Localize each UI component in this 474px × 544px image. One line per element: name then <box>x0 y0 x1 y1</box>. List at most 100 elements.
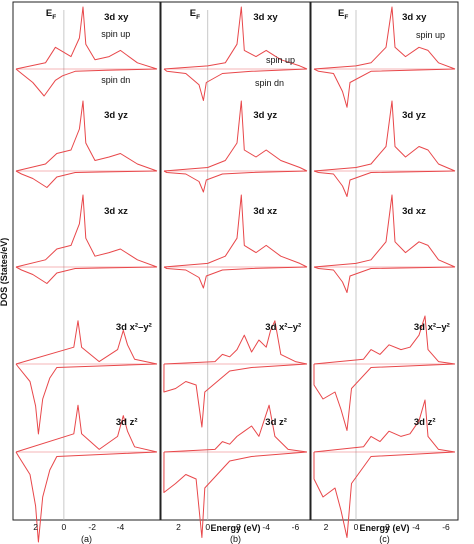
panel-label: (b) <box>230 534 241 544</box>
x-tick-label: 0 <box>205 522 210 532</box>
dos-series: 3d z² <box>163 404 308 538</box>
x-tick-label: 2 <box>324 522 329 532</box>
x-axis-label: Energy (eV) <box>210 523 260 533</box>
dos-series: 3d x²–y² <box>15 320 158 435</box>
x-axis-label: Energy (eV) <box>359 523 409 533</box>
spin-up-curve <box>15 194 158 268</box>
fermi-label: EF <box>46 8 56 21</box>
fermi-label-sub: F <box>52 14 56 21</box>
spin-down-curve <box>15 170 158 188</box>
x-tick-label: 2 <box>33 522 38 532</box>
series-label: 3d yz <box>104 110 128 121</box>
fermi-label: EF <box>338 8 348 21</box>
series-label: 3d z² <box>265 417 287 428</box>
dos-series: 3d yz <box>15 100 158 188</box>
spin-up-curve <box>313 100 456 172</box>
x-tick-label: -4 <box>412 522 420 532</box>
x-tick-label: -4 <box>117 522 125 532</box>
spin-up-curve <box>313 399 456 453</box>
dos-series: 3d z² <box>15 404 158 543</box>
spin-down-curve <box>313 266 456 293</box>
spin-down-curve <box>15 68 158 97</box>
fermi-label-sub: F <box>196 14 200 21</box>
spin-up-curve <box>15 100 158 172</box>
spin-up-curve <box>313 194 456 268</box>
dos-series: 3d xz <box>163 194 308 289</box>
panel-1: EF 3d xy 3d yz 3d xz 3d x²–y² 3d z² 2 0 -2 -4 (a) <box>12 1 161 544</box>
spin-up-curve <box>15 6 158 70</box>
fermi-label-main: E <box>46 8 52 19</box>
spin-up-label: spin up <box>266 55 295 65</box>
x-tick-label: -6 <box>292 522 300 532</box>
dos-series: 3d yz <box>163 100 308 193</box>
y-axis-label: DOS (States/eV) <box>0 238 9 307</box>
spin-down-curve <box>163 451 308 538</box>
series-label: 3d yz <box>402 110 426 121</box>
panel-label: (c) <box>379 534 390 544</box>
spin-up-curve <box>163 6 308 70</box>
x-tick-label: 0 <box>62 522 67 532</box>
series-label: 3d xz <box>104 206 128 217</box>
spin-down-curve <box>313 451 456 538</box>
spin-dn-label: spin dn <box>255 78 284 88</box>
series-label: 3d xz <box>402 206 426 217</box>
series-label: 3d x²–y² <box>116 322 152 333</box>
series-label: 3d xy <box>104 12 129 23</box>
panel-2: EF 3d xy 3d yz 3d xz 3d x²–y² 3d z² 2 0 -2 -4 -6 En… <box>160 1 311 544</box>
dos-series: 3d xz <box>313 194 456 293</box>
panel-frame <box>160 1 311 521</box>
series-label: 3d xz <box>253 206 277 217</box>
series-label: 3d z² <box>116 417 138 428</box>
series-label: 3d z² <box>414 417 436 428</box>
spin-up-curve <box>313 315 456 365</box>
spin-up-curve <box>163 404 308 453</box>
x-tick-label: -2 <box>382 522 390 532</box>
x-tick-label: 2 <box>176 522 181 532</box>
spin-up-curve <box>313 6 456 70</box>
dos-series: 3d xz <box>15 194 158 284</box>
panel-label: (a) <box>81 534 92 544</box>
spin-up-label: spin up <box>101 29 130 39</box>
spin-down-curve <box>313 170 456 197</box>
dos-series: 3d z² <box>313 399 456 538</box>
fermi-label-main: E <box>338 8 344 19</box>
dos-series: 3d x²–y² <box>313 315 456 431</box>
dos-series: 3d xy <box>163 6 308 101</box>
spin-up-curve <box>15 404 158 453</box>
series-label: 3d yz <box>253 110 277 121</box>
spin-up-curve <box>163 194 308 268</box>
dos-series: 3d xy <box>15 6 158 97</box>
dos-series: 3d xy <box>313 6 456 108</box>
series-label: 3d x²–y² <box>265 322 301 333</box>
spin-down-curve <box>163 68 308 101</box>
x-tick-label: -4 <box>262 522 270 532</box>
x-tick-label: -6 <box>442 522 450 532</box>
panel-3: EF 3d xy 3d yz 3d xz 3d x²–y² 3d z² 2 0 -2 -4 -6 En… <box>310 1 459 544</box>
spin-down-curve <box>313 363 456 431</box>
fermi-label: EF <box>190 8 200 21</box>
spin-down-curve <box>15 266 158 284</box>
series-label: 3d x²–y² <box>414 322 450 333</box>
spin-up-curve <box>163 100 308 172</box>
spin-down-curve <box>15 363 158 435</box>
spin-up-label: spin up <box>416 30 445 40</box>
dos-series: 3d x²–y² <box>163 320 308 428</box>
x-tick-label: -2 <box>88 522 96 532</box>
fermi-label-sub: F <box>344 14 348 21</box>
spin-down-curve <box>163 170 308 193</box>
spin-dn-label: spin dn <box>101 75 130 85</box>
spin-down-curve <box>163 363 308 428</box>
spin-up-curve <box>15 320 158 365</box>
panel-frame <box>310 1 459 521</box>
spin-down-curve <box>15 451 158 543</box>
spin-up-curve <box>163 320 308 365</box>
spin-down-curve <box>163 266 308 289</box>
series-label: 3d xy <box>253 12 278 23</box>
panel-frame <box>12 1 161 521</box>
spin-down-curve <box>313 68 456 108</box>
fermi-label-main: E <box>190 8 196 19</box>
series-label: 3d xy <box>402 12 427 23</box>
x-tick-label: -2 <box>233 522 241 532</box>
